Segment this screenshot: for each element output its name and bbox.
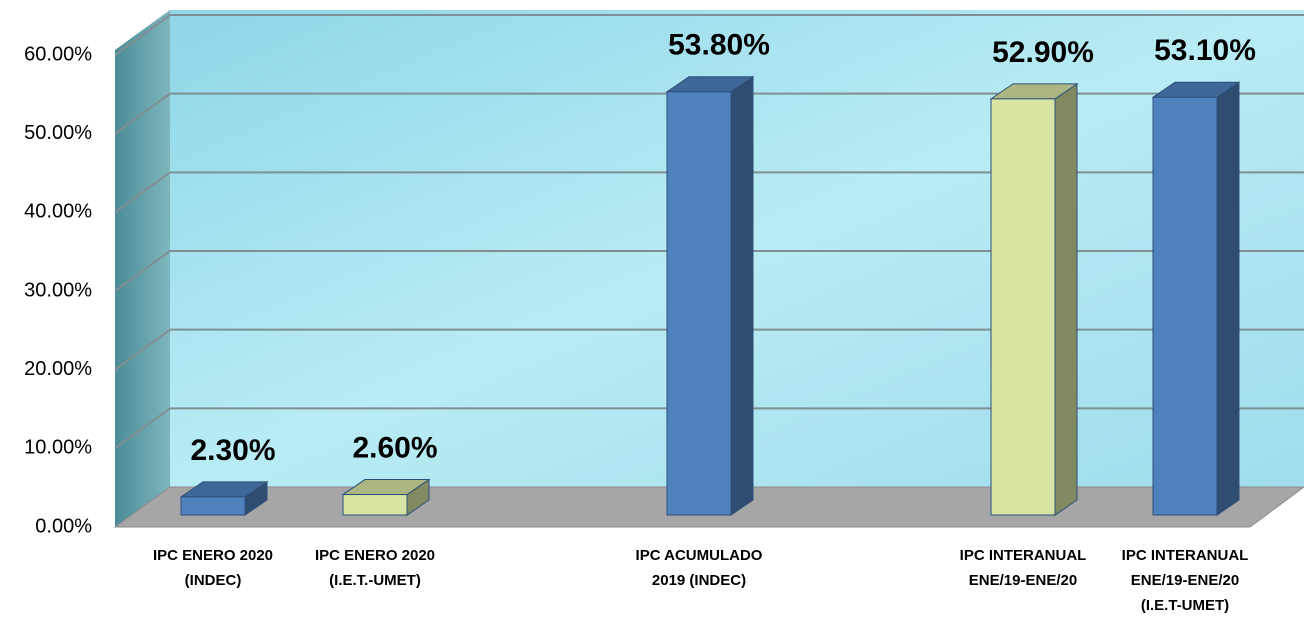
bar [1152, 96, 1218, 516]
x-tick-label: IPC INTERANUAL [960, 547, 1087, 564]
grid-line [114, 14, 1304, 56]
grid-line [114, 92, 1304, 135]
x-tick-label: (I.E.T.-UMET) [329, 572, 421, 589]
x-tick-label: (INDEC) [185, 572, 242, 589]
value-label: 53.80% [668, 29, 770, 62]
y-tick-label: 10.00% [24, 437, 92, 459]
bar [666, 91, 732, 516]
grid-line [114, 328, 1304, 371]
y-tick-label: 0.00% [35, 515, 92, 537]
bar-side [1054, 82, 1078, 516]
x-tick-label: IPC ENERO 2020 [153, 547, 273, 564]
side-wall [115, 10, 170, 527]
x-tick-label: IPC ACUMULADO [636, 547, 763, 564]
value-label: 52.90% [992, 36, 1094, 69]
x-tick-label: IPC ENERO 2020 [315, 547, 435, 564]
y-tick-label: 50.00% [24, 122, 92, 144]
bar-side [730, 75, 754, 516]
grid-line [114, 171, 1304, 214]
grid-line [114, 407, 1304, 450]
x-tick-label: ENE/19-ENE/20 [969, 572, 1077, 589]
value-label: 2.60% [352, 431, 437, 464]
bar [342, 494, 408, 516]
grid-line [114, 250, 1304, 292]
y-tick-label: 30.00% [24, 279, 92, 301]
bar-side [1216, 81, 1240, 516]
y-tick-label: 20.00% [24, 358, 92, 380]
x-tick-label: (I.E.T-UMET) [1141, 597, 1229, 614]
bar [990, 98, 1056, 516]
y-tick-label: 60.00% [24, 43, 92, 65]
x-tick-label: 2019 (INDEC) [652, 572, 746, 589]
x-tick-label: IPC INTERANUAL [1122, 547, 1249, 564]
value-label: 53.10% [1154, 34, 1256, 67]
bar [180, 496, 246, 516]
value-label: 2.30% [190, 434, 275, 467]
y-tick-label: 40.00% [24, 201, 92, 223]
x-tick-label: ENE/19-ENE/20 [1131, 572, 1239, 589]
